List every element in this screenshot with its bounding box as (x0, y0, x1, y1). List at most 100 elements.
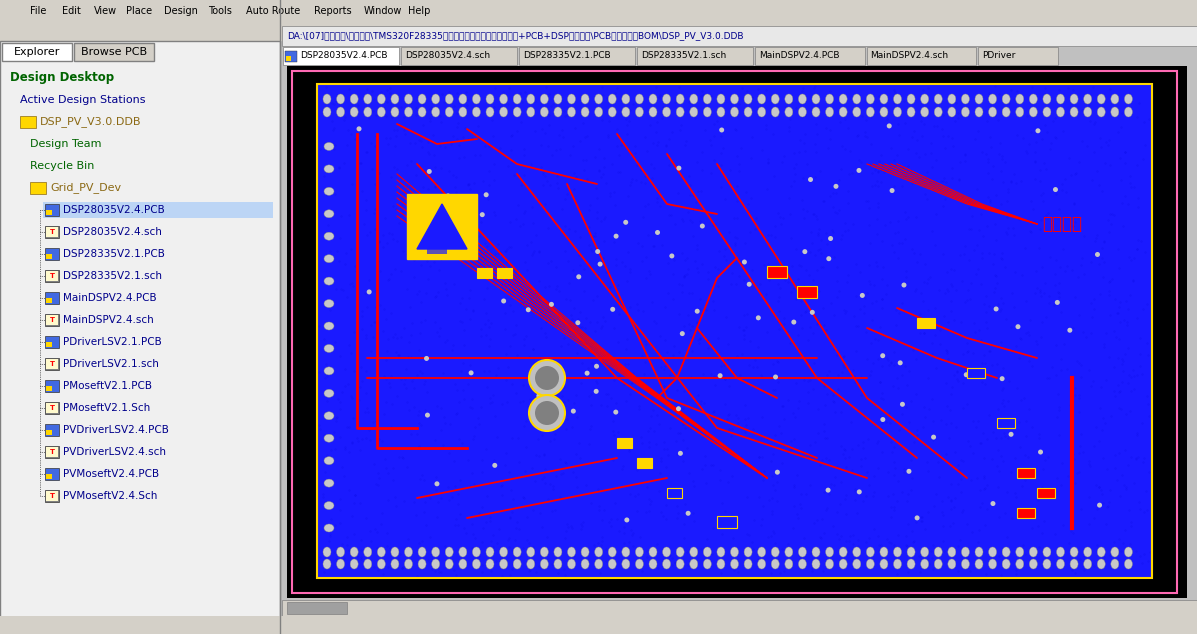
Ellipse shape (1057, 94, 1064, 104)
Ellipse shape (1095, 252, 1100, 257)
Bar (0, 616, 1197, 634)
Ellipse shape (901, 283, 906, 288)
Ellipse shape (798, 547, 807, 557)
Text: Tools: Tools (208, 6, 232, 16)
Ellipse shape (745, 107, 752, 117)
Ellipse shape (567, 94, 576, 104)
Bar (286, 56, 291, 61)
Ellipse shape (920, 547, 929, 557)
Ellipse shape (852, 547, 861, 557)
Text: View: View (95, 6, 117, 16)
Ellipse shape (812, 559, 820, 569)
Ellipse shape (549, 302, 554, 307)
Ellipse shape (584, 371, 590, 376)
Ellipse shape (808, 177, 813, 182)
Ellipse shape (976, 94, 983, 104)
Ellipse shape (649, 94, 657, 104)
Ellipse shape (1057, 547, 1064, 557)
Ellipse shape (636, 94, 644, 104)
Ellipse shape (976, 107, 983, 117)
Ellipse shape (1029, 107, 1038, 117)
Text: DSP28035V2.4.sch: DSP28035V2.4.sch (405, 51, 490, 60)
Bar (45, 491, 57, 501)
Ellipse shape (839, 559, 847, 569)
Ellipse shape (785, 107, 792, 117)
Ellipse shape (920, 107, 929, 117)
Ellipse shape (324, 434, 334, 443)
Ellipse shape (621, 107, 630, 117)
Bar (0, 0, 1197, 20)
Ellipse shape (581, 94, 589, 104)
Ellipse shape (833, 184, 838, 189)
Ellipse shape (1098, 503, 1102, 508)
Ellipse shape (405, 107, 413, 117)
Bar (45, 270, 59, 282)
Ellipse shape (594, 389, 598, 394)
Bar (0, 20, 1197, 41)
Ellipse shape (745, 547, 752, 557)
Ellipse shape (432, 559, 439, 569)
Ellipse shape (867, 107, 874, 117)
Ellipse shape (1098, 559, 1105, 569)
Ellipse shape (514, 107, 521, 117)
Ellipse shape (514, 547, 521, 557)
Bar (74, 43, 154, 61)
Ellipse shape (1124, 547, 1132, 557)
Ellipse shape (1043, 559, 1051, 569)
Bar (867, 47, 976, 65)
Ellipse shape (576, 275, 582, 279)
Ellipse shape (473, 547, 480, 557)
Ellipse shape (473, 107, 480, 117)
Ellipse shape (364, 547, 372, 557)
Text: PVDriverLSV2.4.PCB: PVDriverLSV2.4.PCB (63, 425, 169, 435)
Ellipse shape (445, 559, 454, 569)
Ellipse shape (857, 489, 862, 495)
Ellipse shape (1043, 94, 1051, 104)
Text: T: T (49, 229, 55, 235)
Ellipse shape (717, 559, 725, 569)
Ellipse shape (499, 94, 508, 104)
Ellipse shape (934, 547, 942, 557)
Ellipse shape (1083, 94, 1092, 104)
Ellipse shape (694, 309, 700, 314)
Text: T: T (49, 361, 55, 367)
Ellipse shape (1124, 94, 1132, 104)
Bar (45, 403, 57, 413)
Ellipse shape (581, 559, 589, 569)
Ellipse shape (931, 435, 936, 439)
Ellipse shape (686, 511, 691, 516)
Ellipse shape (1083, 107, 1092, 117)
Ellipse shape (614, 234, 619, 238)
Bar (45, 468, 59, 480)
Ellipse shape (755, 315, 761, 320)
Ellipse shape (1043, 547, 1051, 557)
Text: T: T (49, 405, 55, 411)
Bar (1037, 488, 1055, 498)
Bar (45, 342, 51, 347)
Ellipse shape (581, 107, 589, 117)
Ellipse shape (499, 547, 508, 557)
Bar (45, 424, 59, 436)
Ellipse shape (336, 547, 345, 557)
Ellipse shape (649, 547, 657, 557)
Ellipse shape (492, 463, 497, 468)
Ellipse shape (597, 262, 602, 267)
Ellipse shape (839, 94, 847, 104)
Ellipse shape (424, 356, 429, 361)
Ellipse shape (627, 441, 633, 446)
Text: Design: Design (164, 6, 198, 16)
Ellipse shape (785, 94, 792, 104)
Ellipse shape (676, 559, 685, 569)
Ellipse shape (324, 255, 334, 262)
Ellipse shape (486, 107, 494, 117)
Text: 瑞杰科技: 瑞杰科技 (1043, 215, 1082, 233)
Ellipse shape (324, 344, 334, 353)
Ellipse shape (852, 107, 861, 117)
Ellipse shape (608, 107, 616, 117)
Ellipse shape (852, 559, 861, 569)
Bar (292, 71, 1177, 593)
Bar (667, 488, 682, 498)
Ellipse shape (704, 547, 711, 557)
Text: Browse PCB: Browse PCB (81, 47, 147, 57)
Bar (45, 271, 57, 281)
